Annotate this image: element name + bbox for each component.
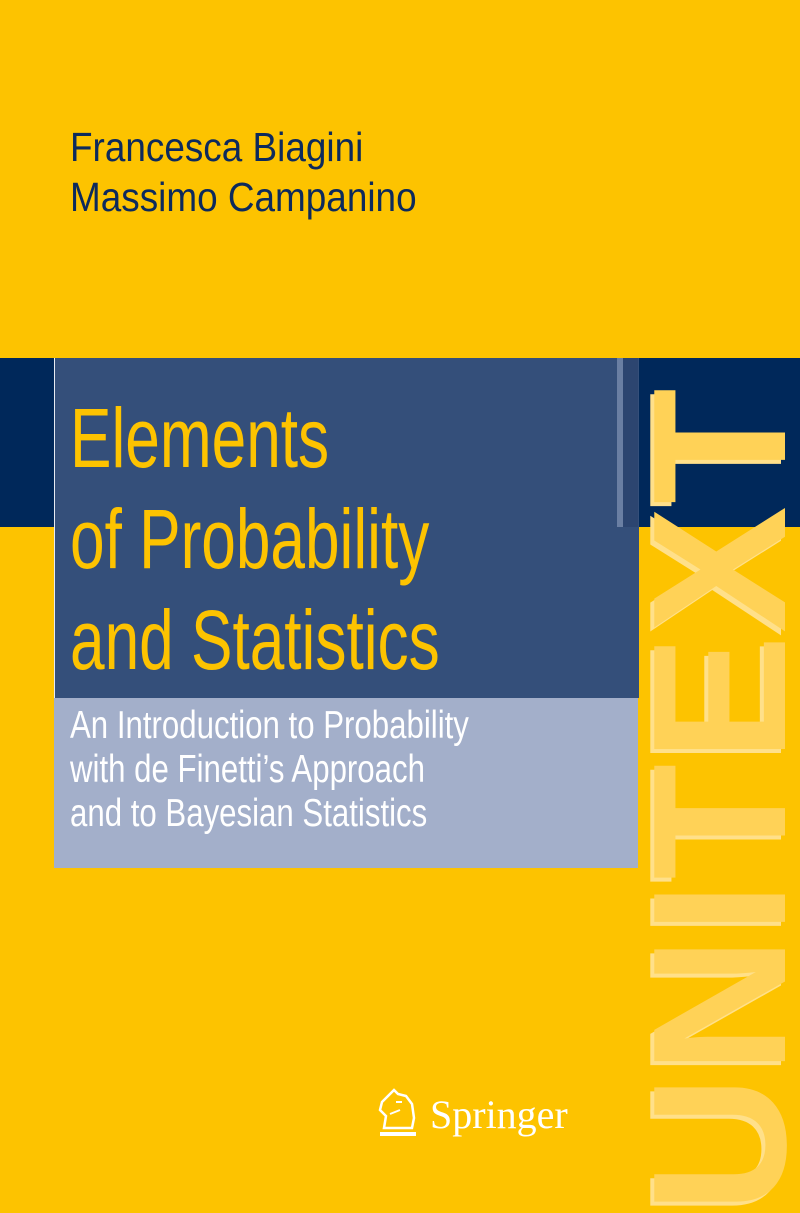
subtitle-line-3: and to Bayesian Statistics xyxy=(70,792,428,835)
accent-line xyxy=(617,358,623,527)
series-name: UNITEXT xyxy=(614,386,800,1213)
author-1: Francesca Biagini xyxy=(70,124,364,170)
title-line-3: and Statistics xyxy=(70,593,440,687)
accent-strip xyxy=(623,358,638,527)
title-line-2: of Probability xyxy=(70,492,430,586)
subtitle-line-2: with de Finetti’s Approach xyxy=(70,748,425,791)
publisher-name: Springer xyxy=(430,1091,568,1137)
subtitle-box xyxy=(54,698,638,868)
book-title: Elements of Probability and Statistics xyxy=(70,388,440,691)
subtitle-line-1: An Introduction to Probability xyxy=(70,704,469,747)
authors: Francesca Biagini Massimo Campanino xyxy=(70,122,417,222)
knight-horse-icon xyxy=(378,1088,416,1136)
title-box xyxy=(54,358,639,698)
book-subtitle: An Introduction to Probability with de F… xyxy=(70,704,469,836)
publisher-logo: Springer xyxy=(376,1088,568,1140)
title-line-1: Elements xyxy=(70,391,330,485)
author-2: Massimo Campanino xyxy=(70,174,417,220)
